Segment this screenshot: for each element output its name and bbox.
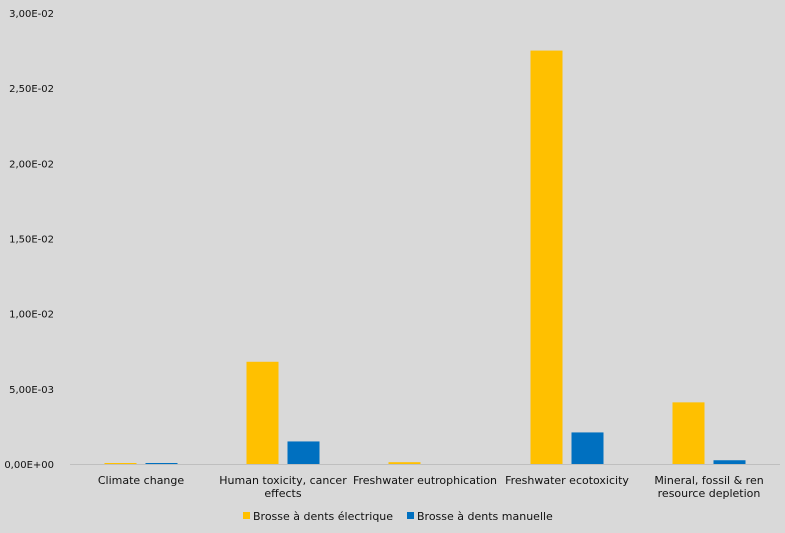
bar-manuelle-1 bbox=[287, 441, 320, 464]
y-tick-label: 3,00E-02 bbox=[9, 9, 54, 20]
bar-manuelle-0 bbox=[145, 463, 178, 464]
x-axis: Climate change Human toxicity, cancereffe… bbox=[70, 464, 780, 500]
category-label: resource depletion bbox=[658, 487, 761, 500]
legend: Brosse à dents électrique Brosse à dents … bbox=[243, 510, 553, 523]
y-tick-label: 5,00E-03 bbox=[9, 385, 54, 396]
bar-electrique-4 bbox=[672, 402, 705, 464]
legend-swatch bbox=[407, 512, 414, 519]
bar-electrique-2 bbox=[388, 462, 421, 464]
legend-label: Brosse à dents manuelle bbox=[417, 510, 553, 523]
category-label: Mineral, fossil & ren bbox=[654, 474, 763, 487]
y-tick-label: 1,00E-02 bbox=[9, 310, 54, 321]
y-axis: 0,00E+00 5,00E-03 1,00E-02 1,50E-02 2,00E-02… bbox=[4, 9, 54, 471]
bar-electrique-3 bbox=[530, 50, 563, 464]
category-label: Climate change bbox=[98, 474, 185, 487]
category-label: Freshwater eutrophication bbox=[353, 474, 497, 487]
category-label: effects bbox=[264, 487, 301, 500]
y-tick-label: 1,50E-02 bbox=[9, 235, 54, 246]
bar-manuelle-3 bbox=[571, 432, 604, 464]
bar-manuelle-4 bbox=[713, 460, 746, 464]
bar-electrique-0 bbox=[104, 463, 137, 464]
category-label: Freshwater ecotoxicity bbox=[505, 474, 629, 487]
bars bbox=[104, 50, 746, 464]
y-tick-label: 2,50E-02 bbox=[9, 84, 54, 95]
y-tick-label: 2,00E-02 bbox=[9, 159, 54, 170]
category-label: Human toxicity, cancer bbox=[219, 474, 347, 487]
bar-electrique-1 bbox=[246, 361, 279, 464]
y-tick-label: 0,00E+00 bbox=[4, 460, 54, 471]
legend-label: Brosse à dents électrique bbox=[253, 510, 393, 523]
legend-swatch bbox=[243, 512, 250, 519]
